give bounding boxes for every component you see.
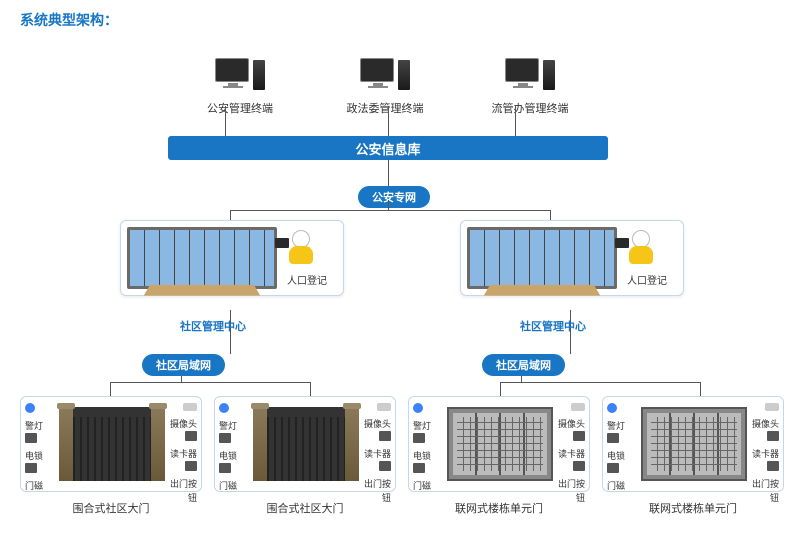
device-label: 警灯 <box>219 403 249 433</box>
device-icon <box>571 403 585 411</box>
gate-card: 警灯电锁门磁摄像头读卡器出门按钮 <box>214 396 396 492</box>
device-label: 摄像头 <box>555 403 585 431</box>
device-icon <box>765 403 779 411</box>
device-icon <box>767 461 779 471</box>
device-label: 出门按钮 <box>167 461 197 505</box>
video-wall-icon <box>127 227 277 289</box>
computer-icon <box>360 58 410 94</box>
gate-label: 联网式楼栋单元门 <box>408 500 590 516</box>
device-label: 门磁 <box>607 463 637 493</box>
person-label: 人口登记 <box>277 272 337 287</box>
computer-icon <box>505 58 555 94</box>
device-label: 警灯 <box>25 403 55 433</box>
gate-label: 联网式楼栋单元门 <box>602 500 784 516</box>
device-icon <box>219 433 231 443</box>
device-icon <box>767 431 779 441</box>
device-icon <box>413 463 425 473</box>
device-icon <box>185 461 197 471</box>
person-icon <box>623 230 659 270</box>
connector-line <box>110 382 310 383</box>
lan-pill: 社区局域网 <box>142 354 225 376</box>
community-center-card: 人口登记 <box>460 220 684 296</box>
gate-icon <box>59 407 165 481</box>
device-icon <box>379 431 391 441</box>
device-icon <box>573 461 585 471</box>
device-icon <box>607 403 617 413</box>
person-label: 人口登记 <box>617 272 677 287</box>
connector-line <box>388 106 389 136</box>
device-label: 警灯 <box>607 403 637 433</box>
device-label: 摄像头 <box>749 403 779 431</box>
computer-icon <box>215 58 265 94</box>
connector-line <box>110 382 111 396</box>
terminal-label: 政法委管理终端 <box>345 100 425 116</box>
device-label: 电锁 <box>607 433 637 463</box>
device-label: 门磁 <box>413 463 443 493</box>
gate-label: 围合式社区大门 <box>214 500 396 516</box>
device-icon <box>25 463 37 473</box>
gate-label: 围合式社区大门 <box>20 500 202 516</box>
device-icon <box>413 433 425 443</box>
connector-line <box>500 382 501 396</box>
device-label: 电锁 <box>25 433 55 463</box>
video-wall-icon <box>467 227 617 289</box>
gate-icon <box>447 407 553 481</box>
gate-card: 警灯电锁门磁摄像头读卡器出门按钮 <box>408 396 590 492</box>
gate-icon <box>641 407 747 481</box>
terminal-1: 政法委管理终端 <box>345 58 425 116</box>
center-label: 社区管理中心 <box>520 318 586 334</box>
center-label: 社区管理中心 <box>180 318 246 334</box>
gate-card: 警灯电锁门磁摄像头读卡器出门按钮 <box>20 396 202 492</box>
info-db-bar: 公安信息库 <box>168 136 608 160</box>
terminal-label: 流管办管理终端 <box>490 100 570 116</box>
terminal-label: 公安管理终端 <box>200 100 280 116</box>
community-center-card: 人口登记 <box>120 220 344 296</box>
device-label: 摄像头 <box>361 403 391 431</box>
device-icon <box>607 463 619 473</box>
device-label: 出门按钮 <box>361 461 391 505</box>
device-label: 摄像头 <box>167 403 197 431</box>
device-icon <box>379 461 391 471</box>
device-icon <box>377 403 391 411</box>
gate-icon <box>253 407 359 481</box>
device-label: 警灯 <box>413 403 443 433</box>
connector-line <box>515 106 516 136</box>
device-icon <box>607 433 619 443</box>
device-icon <box>25 433 37 443</box>
device-label: 门磁 <box>219 463 249 493</box>
terminal-0: 公安管理终端 <box>200 58 280 116</box>
lan-pill: 社区局域网 <box>482 354 565 376</box>
device-icon <box>219 463 231 473</box>
device-label: 读卡器 <box>361 431 391 461</box>
device-label: 读卡器 <box>167 431 197 461</box>
connector-line <box>230 210 231 220</box>
device-label: 读卡器 <box>555 431 585 461</box>
device-icon <box>25 403 35 413</box>
connector-line <box>225 106 226 136</box>
device-label: 电锁 <box>413 433 443 463</box>
device-label: 门磁 <box>25 463 55 493</box>
device-icon <box>183 403 197 411</box>
device-icon <box>219 403 229 413</box>
gate-card: 警灯电锁门磁摄像头读卡器出门按钮 <box>602 396 784 492</box>
device-label: 读卡器 <box>749 431 779 461</box>
device-icon <box>413 403 423 413</box>
connector-line <box>388 160 389 186</box>
device-icon <box>185 431 197 441</box>
connector-line <box>388 200 389 210</box>
device-label: 出门按钮 <box>555 461 585 505</box>
public-net-pill: 公安专网 <box>358 186 430 208</box>
connector-line <box>700 382 701 396</box>
device-icon <box>573 431 585 441</box>
connector-line <box>230 210 550 211</box>
device-label: 电锁 <box>219 433 249 463</box>
connector-line <box>500 382 700 383</box>
terminal-2: 流管办管理终端 <box>490 58 570 116</box>
connector-line <box>310 382 311 396</box>
diagram-title: 系统典型架构： <box>20 10 118 30</box>
device-label: 出门按钮 <box>749 461 779 505</box>
person-icon <box>283 230 319 270</box>
connector-line <box>550 210 551 220</box>
